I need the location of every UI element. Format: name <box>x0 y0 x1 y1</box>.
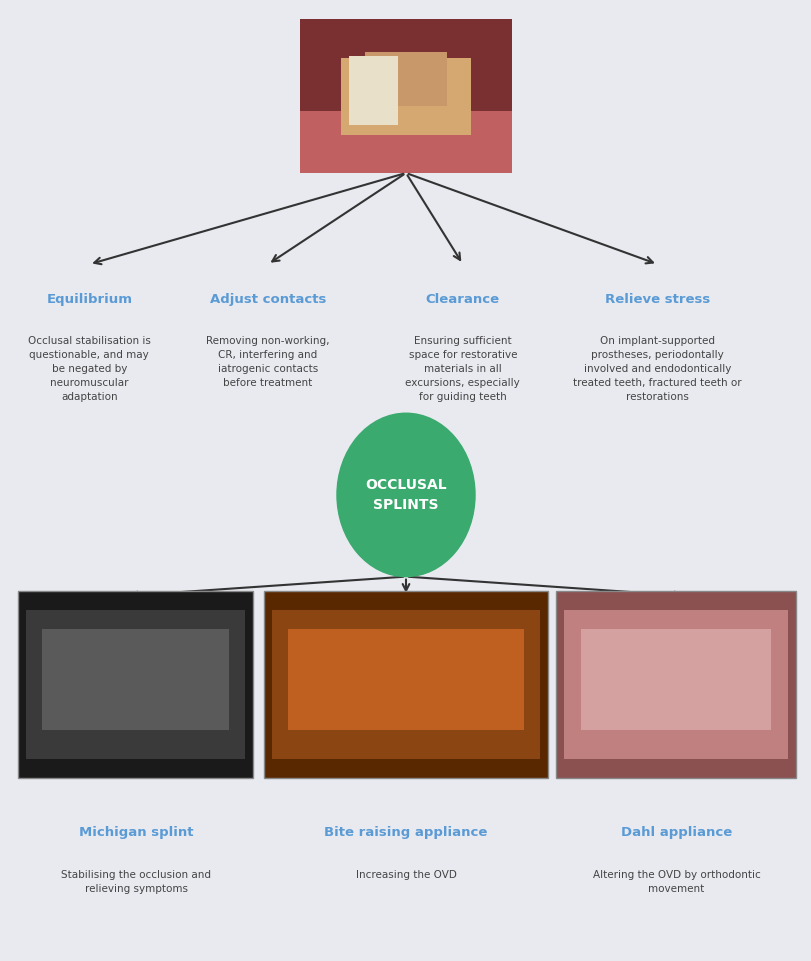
FancyBboxPatch shape <box>341 58 470 135</box>
Text: Occlusal stabilisation is
questionable, and may
be negated by
neuromuscular
adap: Occlusal stabilisation is questionable, … <box>28 336 151 403</box>
FancyBboxPatch shape <box>556 591 795 778</box>
Text: Removing non-working,
CR, interfering and
iatrogenic contacts
before treatment: Removing non-working, CR, interfering an… <box>206 336 329 388</box>
Text: Ensuring sufficient
space for restorative
materials in all
excursions, especiall: Ensuring sufficient space for restorativ… <box>405 336 520 403</box>
Circle shape <box>337 413 474 577</box>
FancyBboxPatch shape <box>42 629 229 730</box>
Text: On implant-supported
prostheses, periodontally
involved and endodontically
treat: On implant-supported prostheses, periodo… <box>573 336 741 403</box>
Text: Altering the OVD by orthodontic
movement: Altering the OVD by orthodontic movement <box>592 870 759 894</box>
Text: OCCLUSAL
SPLINTS: OCCLUSAL SPLINTS <box>365 478 446 512</box>
FancyBboxPatch shape <box>300 19 511 173</box>
Text: Stabilising the occlusion and
relieving symptoms: Stabilising the occlusion and relieving … <box>62 870 211 894</box>
FancyBboxPatch shape <box>272 610 539 759</box>
FancyBboxPatch shape <box>349 56 397 125</box>
Text: Michigan splint: Michigan splint <box>79 826 194 840</box>
Text: Adjust contacts: Adjust contacts <box>209 293 326 307</box>
Text: Increasing the OVD: Increasing the OVD <box>355 870 456 879</box>
FancyBboxPatch shape <box>264 591 547 778</box>
FancyBboxPatch shape <box>580 629 770 730</box>
Text: Dahl appliance: Dahl appliance <box>620 826 732 840</box>
Text: Relieve stress: Relieve stress <box>604 293 710 307</box>
Text: Clearance: Clearance <box>425 293 500 307</box>
FancyBboxPatch shape <box>18 591 253 778</box>
Text: Equilibrium: Equilibrium <box>46 293 132 307</box>
FancyBboxPatch shape <box>300 111 511 173</box>
FancyBboxPatch shape <box>564 610 787 759</box>
FancyBboxPatch shape <box>288 629 523 730</box>
Text: Bite raising appliance: Bite raising appliance <box>324 826 487 840</box>
FancyBboxPatch shape <box>365 52 446 106</box>
FancyBboxPatch shape <box>26 610 245 759</box>
Text: OCCLUSAL SPLINTS: OCCLUSAL SPLINTS <box>332 26 479 41</box>
